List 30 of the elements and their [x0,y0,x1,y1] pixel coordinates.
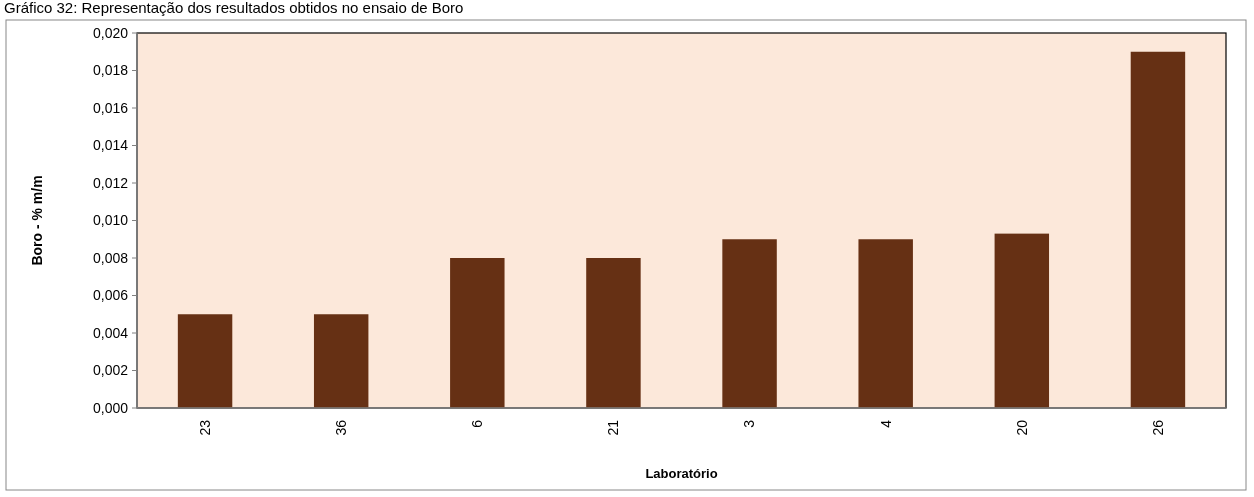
x-tick-label: 36 [333,419,350,436]
y-tick-label: 0,016 [92,99,129,116]
chart-title: Gráfico 32: Representação dos resultados obtidos no ensaio de Boro [4,0,464,16]
y-tick-label: 0,020 [92,24,129,41]
y-tick-label: 0,000 [92,399,129,416]
x-tick-label: 6 [469,419,486,428]
y-tick-label: 0,018 [92,62,129,79]
x-tick-label: 20 [1013,419,1030,436]
x-tick-label: 3 [741,419,758,428]
x-tick-label: 4 [877,419,894,428]
y-tick-label: 0,012 [92,174,129,191]
y-tick-label: 0,004 [92,324,129,341]
y-tick-label: 0,002 [92,362,129,379]
bar [858,239,913,408]
y-tick-label: 0,006 [92,287,129,304]
bar [722,239,777,408]
bar [450,258,505,408]
x-axis-title: Laboratório [645,466,718,481]
bar [1130,51,1186,408]
x-tick-label: 26 [1149,419,1166,436]
y-axis-title: Boro - % m/m [29,175,45,266]
x-tick-label: 21 [605,419,622,436]
y-tick-label: 0,014 [92,137,129,154]
bar [586,258,641,408]
bar [313,314,369,408]
bar [994,233,1050,408]
y-tick-label: 0,008 [92,249,129,266]
bar [177,314,233,408]
y-tick-label: 0,010 [92,212,129,229]
x-tick-label: 23 [196,419,213,436]
